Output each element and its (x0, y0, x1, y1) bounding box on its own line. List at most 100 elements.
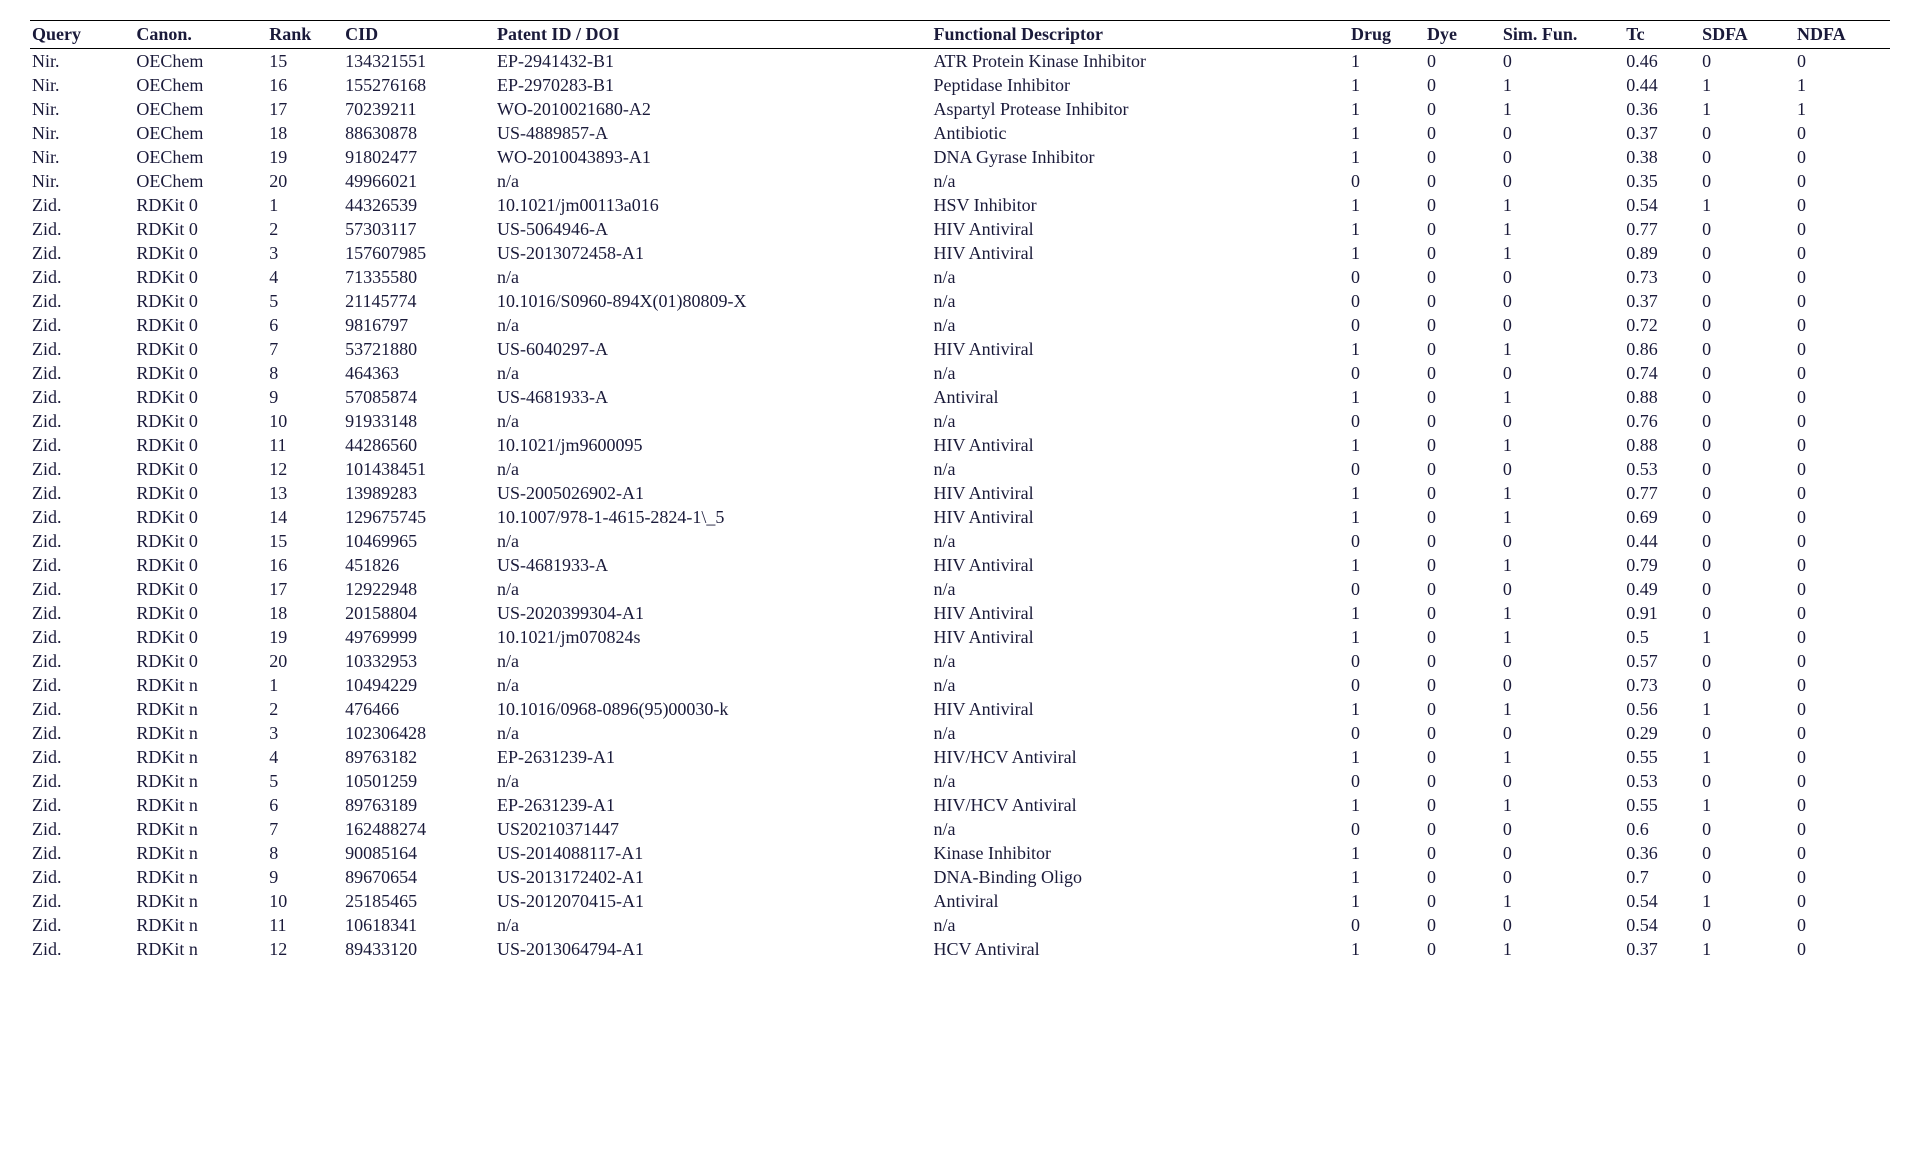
cell-query: Zid. (30, 313, 134, 337)
cell-canon: RDKit 0 (134, 553, 267, 577)
cell-rank: 19 (267, 145, 343, 169)
table-row: Zid.RDKit n247646610.1016/0968-0896(95)0… (30, 697, 1890, 721)
cell-sdfa: 1 (1700, 889, 1795, 913)
cell-query: Nir. (30, 145, 134, 169)
cell-sim: 0 (1501, 841, 1624, 865)
cell-ndfa: 0 (1795, 361, 1890, 385)
cell-query: Zid. (30, 505, 134, 529)
cell-cid: 13989283 (343, 481, 495, 505)
cell-sim: 1 (1501, 193, 1624, 217)
table-row: Zid.RDKit 0471335580n/an/a0000.7300 (30, 265, 1890, 289)
cell-dye: 0 (1425, 817, 1501, 841)
cell-sim: 1 (1501, 337, 1624, 361)
cell-func: HIV Antiviral (932, 217, 1350, 241)
cell-func: Aspartyl Protease Inhibitor (932, 97, 1350, 121)
cell-tc: 0.77 (1624, 217, 1700, 241)
cell-sdfa: 0 (1700, 577, 1795, 601)
cell-patent: 10.1021/jm00113a016 (495, 193, 932, 217)
cell-func: n/a (932, 409, 1350, 433)
cell-rank: 13 (267, 481, 343, 505)
cell-rank: 1 (267, 673, 343, 697)
cell-drug: 0 (1349, 265, 1425, 289)
cell-tc: 0.56 (1624, 697, 1700, 721)
cell-rank: 4 (267, 745, 343, 769)
cell-sim: 1 (1501, 217, 1624, 241)
cell-patent: EP-2631239-A1 (495, 745, 932, 769)
cell-dye: 0 (1425, 457, 1501, 481)
cell-sim: 1 (1501, 433, 1624, 457)
data-table: Query Canon. Rank CID Patent ID / DOI Fu… (30, 20, 1890, 961)
cell-canon: RDKit 0 (134, 457, 267, 481)
cell-rank: 12 (267, 937, 343, 961)
cell-cid: 57303117 (343, 217, 495, 241)
cell-patent: n/a (495, 457, 932, 481)
cell-canon: RDKit n (134, 793, 267, 817)
cell-tc: 0.46 (1624, 49, 1700, 74)
table-row: Zid.RDKit 02010332953n/an/a0000.5700 (30, 649, 1890, 673)
cell-tc: 0.76 (1624, 409, 1700, 433)
cell-ndfa: 0 (1795, 793, 1890, 817)
cell-func: HSV Inhibitor (932, 193, 1350, 217)
cell-query: Zid. (30, 937, 134, 961)
cell-rank: 6 (267, 793, 343, 817)
cell-rank: 8 (267, 841, 343, 865)
cell-rank: 17 (267, 97, 343, 121)
cell-patent: EP-2941432-B1 (495, 49, 932, 74)
cell-func: n/a (932, 265, 1350, 289)
cell-sdfa: 1 (1700, 937, 1795, 961)
cell-rank: 5 (267, 289, 343, 313)
cell-cid: 10501259 (343, 769, 495, 793)
cell-tc: 0.91 (1624, 601, 1700, 625)
cell-func: Kinase Inhibitor (932, 841, 1350, 865)
cell-cid: 91933148 (343, 409, 495, 433)
cell-func: HIV Antiviral (932, 481, 1350, 505)
cell-sdfa: 0 (1700, 817, 1795, 841)
table-row: Zid.RDKit n1110618341n/an/a0000.5400 (30, 913, 1890, 937)
cell-tc: 0.69 (1624, 505, 1700, 529)
cell-query: Zid. (30, 817, 134, 841)
cell-rank: 17 (267, 577, 343, 601)
cell-sdfa: 1 (1700, 697, 1795, 721)
cell-cid: 89670654 (343, 865, 495, 889)
cell-sdfa: 0 (1700, 385, 1795, 409)
cell-drug: 1 (1349, 865, 1425, 889)
cell-rank: 16 (267, 553, 343, 577)
cell-rank: 7 (267, 817, 343, 841)
cell-query: Zid. (30, 217, 134, 241)
cell-drug: 1 (1349, 601, 1425, 625)
cell-tc: 0.88 (1624, 433, 1700, 457)
cell-ndfa: 0 (1795, 769, 1890, 793)
cell-cid: 101438451 (343, 457, 495, 481)
table-row: Zid.RDKit 0257303117US-5064946-AHIV Anti… (30, 217, 1890, 241)
cell-ndfa: 0 (1795, 697, 1890, 721)
table-row: Zid.RDKit 016451826US-4681933-AHIV Antiv… (30, 553, 1890, 577)
cell-query: Zid. (30, 841, 134, 865)
cell-patent: WO-2010021680-A2 (495, 97, 932, 121)
cell-drug: 0 (1349, 361, 1425, 385)
cell-sim: 0 (1501, 721, 1624, 745)
cell-sim: 1 (1501, 553, 1624, 577)
cell-sim: 1 (1501, 889, 1624, 913)
cell-tc: 0.37 (1624, 937, 1700, 961)
cell-tc: 0.73 (1624, 673, 1700, 697)
cell-dye: 0 (1425, 313, 1501, 337)
cell-drug: 0 (1349, 409, 1425, 433)
cell-func: HIV Antiviral (932, 505, 1350, 529)
cell-sim: 1 (1501, 745, 1624, 769)
cell-func: HIV/HCV Antiviral (932, 745, 1350, 769)
cell-patent: n/a (495, 169, 932, 193)
table-row: Zid.RDKit 0753721880US-6040297-AHIV Anti… (30, 337, 1890, 361)
cell-tc: 0.6 (1624, 817, 1700, 841)
cell-ndfa: 0 (1795, 385, 1890, 409)
cell-rank: 18 (267, 601, 343, 625)
cell-ndfa: 0 (1795, 49, 1890, 74)
cell-canon: RDKit n (134, 769, 267, 793)
cell-cid: 70239211 (343, 97, 495, 121)
cell-patent: 10.1021/jm070824s (495, 625, 932, 649)
cell-canon: RDKit n (134, 865, 267, 889)
cell-rank: 18 (267, 121, 343, 145)
cell-dye: 0 (1425, 169, 1501, 193)
cell-tc: 0.36 (1624, 97, 1700, 121)
cell-sim: 1 (1501, 505, 1624, 529)
cell-patent: n/a (495, 409, 932, 433)
